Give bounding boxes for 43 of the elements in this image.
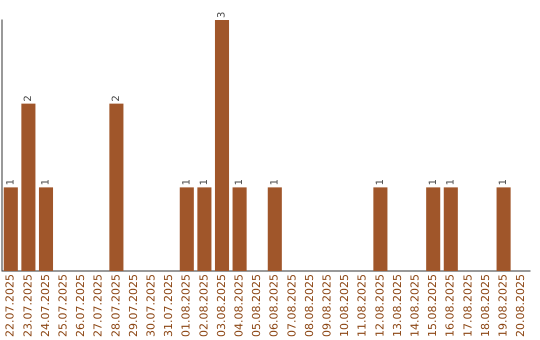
- x-tick-label: 04.08.2025: [232, 274, 246, 338]
- x-tick-label: 16.08.2025: [444, 274, 457, 338]
- data-label: 2: [110, 95, 122, 102]
- x-tick-label: 07.08.2025: [285, 274, 298, 338]
- x-tick-label: 03.08.2025: [214, 274, 228, 338]
- x-tick-label: 14.08.2025: [408, 274, 422, 338]
- x-tick-label: 31.07.2025: [162, 274, 176, 338]
- x-tick-label: 30.07.2025: [144, 274, 158, 338]
- data-label: 2: [22, 95, 34, 102]
- x-tick-label: 23.07.2025: [21, 274, 34, 338]
- x-tick-label: 02.08.2025: [197, 274, 210, 338]
- data-label: 1: [428, 178, 439, 186]
- data-label: 1: [198, 178, 210, 186]
- data-label: 3: [216, 12, 228, 18]
- x-tick-label: 13.08.2025: [390, 274, 404, 338]
- data-label: 1: [269, 178, 280, 186]
- data-label: 1: [498, 178, 510, 186]
- data-label: 1: [445, 178, 456, 186]
- x-tick-label: 19.08.2025: [496, 274, 510, 338]
- x-tick-label: 22.07.2025: [4, 274, 17, 338]
- data-label: 1: [374, 178, 386, 186]
- data-label: 1: [181, 178, 192, 186]
- x-tick-label: 08.08.2025: [302, 274, 316, 338]
- data-label: 1: [5, 178, 16, 186]
- x-tick-label: 29.07.2025: [126, 274, 140, 338]
- x-tick-label: 17.08.2025: [461, 274, 474, 338]
- x-tick-label: 01.08.2025: [180, 274, 193, 338]
- data-label: 1: [234, 178, 246, 186]
- x-tick-label: 05.08.2025: [250, 274, 264, 338]
- data-label: 1: [40, 178, 52, 186]
- x-tick-label: 10.08.2025: [338, 274, 352, 338]
- x-tick-label: 12.08.2025: [373, 274, 386, 338]
- x-tick-label: 11.08.2025: [356, 274, 369, 338]
- x-tick-label: 18.08.2025: [478, 274, 492, 338]
- x-tick-label: 26.07.2025: [74, 274, 88, 338]
- x-tick-label: 24.07.2025: [38, 274, 52, 338]
- x-tick-label: 20.08.2025: [514, 274, 528, 338]
- x-tick-label: 28.07.2025: [109, 274, 122, 338]
- x-tick-label: 09.08.2025: [320, 274, 334, 338]
- x-tick-label: 15.08.2025: [426, 274, 440, 338]
- x-tick-label: 06.08.2025: [268, 274, 281, 338]
- x-tick-label: 25.07.2025: [56, 274, 70, 338]
- x-tick-label: 27.07.2025: [92, 274, 105, 338]
